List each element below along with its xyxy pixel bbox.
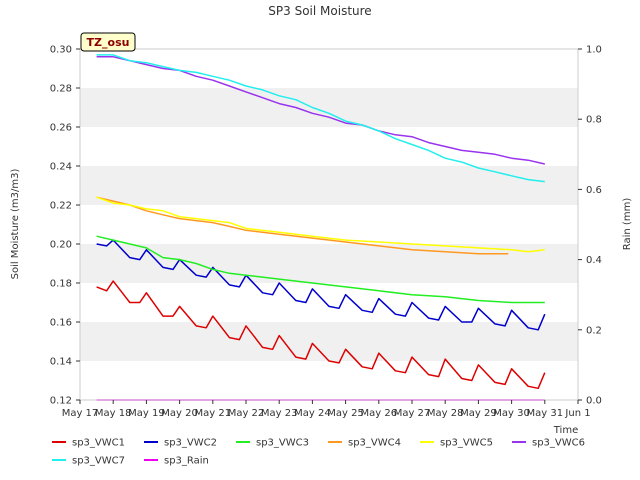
legend-item: sp3_VWC1 <box>52 438 125 449</box>
y-axis-title: Soil Moisture (m3/m3) <box>10 169 21 280</box>
x-tick-label: May 26 <box>361 408 398 419</box>
y2-tick-label: 0.2 <box>586 325 602 336</box>
grid-band <box>80 322 578 361</box>
x-tick-label: May 20 <box>161 408 198 419</box>
grid-band <box>80 166 578 205</box>
x-tick-label: May 21 <box>195 408 232 419</box>
legend-label: sp3_VWC4 <box>348 438 401 449</box>
background-bands <box>80 49 578 400</box>
x-tick-label: May 31 <box>527 408 564 419</box>
chart-title: SP3 Soil Moisture <box>268 4 371 18</box>
y2-axis-title: Rain (mm) <box>622 198 633 251</box>
site-badge-label: TZ_osu <box>87 36 130 49</box>
y2-tick-label: 1.0 <box>586 45 602 56</box>
y-tick-label: 0.12 <box>50 396 72 407</box>
y2-tick-label: 0.4 <box>586 255 602 266</box>
y-axis-ticks: 0.12 0.14 0.16 0.18 0.20 0.22 0.24 0.26 0.28 0.30 <box>50 45 80 407</box>
y-tick-label: 0.16 <box>50 318 72 329</box>
y2-tick-label: 0.0 <box>586 396 602 407</box>
series-line-sp3-vwc7 <box>96 54 545 183</box>
x-tick-label: May 22 <box>228 408 265 419</box>
legend-label: sp3_VWC1 <box>72 438 125 449</box>
y-tick-label: 0.26 <box>50 123 72 134</box>
site-badge: TZ_osu <box>80 32 136 52</box>
legend-item: sp3_VWC7 <box>52 456 125 467</box>
grid-band <box>80 244 578 283</box>
x-tick-label: May 27 <box>394 408 431 419</box>
y-tick-label: 0.28 <box>50 84 72 95</box>
series-line-sp3-vwc3 <box>96 235 545 304</box>
x-tick-label: May 24 <box>294 408 331 419</box>
legend-label: sp3_VWC2 <box>164 438 217 449</box>
x-tick-label: May 17 <box>62 408 99 419</box>
series-line-sp3-vwc2 <box>96 239 546 331</box>
legend-item: sp3_VWC3 <box>236 438 309 449</box>
x-tick-label: May 30 <box>493 408 530 419</box>
legend-label: sp3_Rain <box>164 456 209 467</box>
x-tick-label: May 29 <box>460 408 497 419</box>
y2-tick-label: 0.8 <box>586 115 602 126</box>
y-tick-label: 0.18 <box>50 279 72 290</box>
legend-item: sp3_Rain <box>144 456 209 467</box>
x-tick-label: May 28 <box>427 408 464 419</box>
plot-frame <box>79 48 579 401</box>
grid-band <box>80 88 578 127</box>
series-line-sp3-vwc5 <box>96 196 545 253</box>
y-tick-label: 0.14 <box>50 357 72 368</box>
y-tick-label: 0.24 <box>50 162 72 173</box>
legend-label: sp3_VWC7 <box>72 456 125 467</box>
y-tick-label: 0.30 <box>50 45 72 56</box>
legend-item: sp3_VWC6 <box>512 438 585 449</box>
y-tick-label: 0.22 <box>50 201 72 212</box>
legend-item: sp3_VWC2 <box>144 438 217 449</box>
series-line-sp3-vwc1 <box>96 280 546 390</box>
x-tick-label: May 25 <box>327 408 364 419</box>
y2-axis-ticks: 0.0 0.2 0.4 0.6 0.8 1.0 <box>578 45 602 407</box>
series-line-sp3-vwc6 <box>96 56 545 165</box>
x-tick-label: May 19 <box>128 408 165 419</box>
legend-item: sp3_VWC4 <box>328 438 401 449</box>
x-tick-label: Jun 1 <box>564 408 590 419</box>
series-line-sp3-vwc4 <box>96 196 509 255</box>
legend-label: sp3_VWC6 <box>532 438 585 449</box>
x-tick-label: May 18 <box>95 408 132 419</box>
legend-label: sp3_VWC3 <box>256 438 309 449</box>
legend-label: sp3_VWC5 <box>440 438 493 449</box>
y2-tick-label: 0.6 <box>586 185 602 196</box>
x-tick-label: May 23 <box>261 408 298 419</box>
y-tick-label: 0.20 <box>50 240 72 251</box>
grid-band <box>80 49 578 88</box>
site-badge-box <box>80 32 136 52</box>
grid-band <box>80 127 578 166</box>
legend-item: sp3_VWC5 <box>420 438 493 449</box>
x-axis-title: Time <box>553 425 578 436</box>
grid-band <box>80 361 578 400</box>
legend: sp3_VWC1 sp3_VWC2 sp3_VWC3 sp3_VWC4 sp3_VWC5… <box>52 438 585 467</box>
